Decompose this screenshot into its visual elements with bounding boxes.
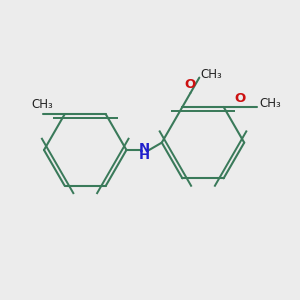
Text: H: H <box>139 149 150 162</box>
Text: N: N <box>139 142 150 155</box>
Text: O: O <box>185 78 196 91</box>
Text: CH₃: CH₃ <box>201 68 223 81</box>
Text: CH₃: CH₃ <box>31 98 53 111</box>
Text: CH₃: CH₃ <box>259 98 281 110</box>
Text: O: O <box>234 92 245 105</box>
